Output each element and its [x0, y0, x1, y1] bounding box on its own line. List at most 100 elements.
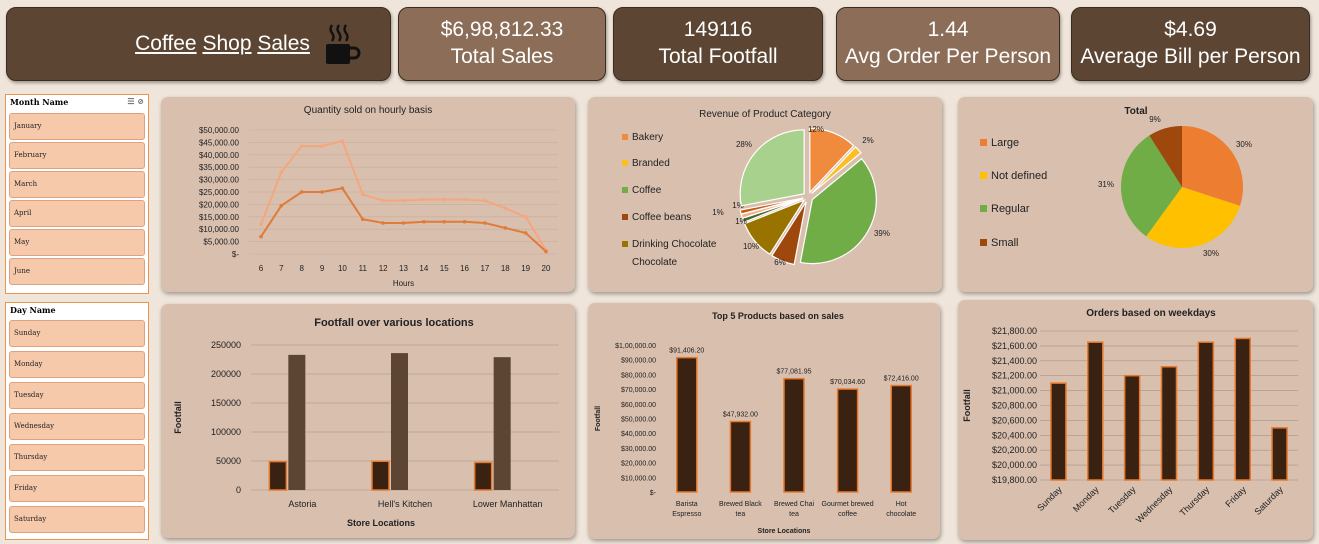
- x-tick-label: coffee: [838, 511, 857, 518]
- bar: [371, 460, 390, 491]
- x-tick-label: 11: [359, 264, 368, 273]
- slicer-item-wednesday[interactable]: Wednesday: [9, 413, 145, 440]
- x-tick-label: Hell's Kitchen: [378, 499, 432, 509]
- bar: [783, 377, 805, 493]
- y-tick-label: $1,00,000.00: [615, 343, 656, 350]
- x-tick-label: 19: [521, 264, 530, 273]
- slicer-item-sunday[interactable]: Sunday: [9, 320, 145, 347]
- bar: [1271, 427, 1288, 481]
- data-label: $91,406.20: [669, 348, 704, 355]
- x-tick-label: 15: [440, 264, 449, 273]
- data-point: [503, 206, 508, 210]
- slicer-title: Month Name: [10, 97, 69, 107]
- title-word-3: Sales: [257, 32, 310, 55]
- data-point: [523, 215, 528, 219]
- x-axis-label: Store Locations: [347, 518, 415, 528]
- pie-slice: [771, 201, 807, 266]
- y-tick-label: $20,800.00: [992, 401, 1037, 411]
- legend-label: Not defined: [991, 170, 1047, 182]
- x-tick-label: 7: [279, 264, 284, 273]
- y-tick-label: $-: [232, 250, 239, 259]
- data-point: [503, 226, 508, 230]
- kpi-avg-order: 1.44 Avg Order Per Person: [836, 7, 1060, 81]
- legend-label: Regular: [991, 203, 1030, 215]
- day-slicer: Day Name Sunday Monday Tuesday Wednesday…: [5, 302, 149, 540]
- slicer-item-january[interactable]: January: [9, 113, 145, 140]
- x-axis-label: Store Locations: [758, 528, 811, 535]
- data-point: [442, 219, 447, 224]
- y-tick-label: $45,000.00: [199, 138, 240, 147]
- slice-label: 10%: [743, 242, 759, 251]
- slice-label: 1%: [732, 201, 744, 210]
- data-point: [483, 221, 487, 225]
- legend-label: Branded: [632, 158, 670, 169]
- slice-label: 31%: [1098, 180, 1114, 189]
- clear-filter-icon[interactable]: ☰ ⊘: [127, 96, 144, 106]
- slicer-item-thursday[interactable]: Thursday: [9, 444, 145, 471]
- chart-title: Total: [1124, 106, 1147, 117]
- data-label: $77,081.95: [776, 369, 811, 376]
- page-title: Coffee Shop Sales: [135, 32, 310, 56]
- slice-label: 2%: [862, 136, 874, 145]
- legend-swatch: [622, 160, 628, 166]
- data-point: [381, 221, 385, 225]
- series-line: [260, 187, 547, 253]
- x-tick-label: 14: [419, 264, 428, 273]
- kpi-total-sales: $6,98,812.33 Total Sales: [398, 7, 606, 81]
- slice-label: 39%: [874, 229, 890, 238]
- slice-label: 9%: [1149, 115, 1161, 124]
- slicer-item-april[interactable]: April: [9, 200, 145, 227]
- slicer-item-friday[interactable]: Friday: [9, 475, 145, 502]
- y-tick-label: $21,200.00: [992, 371, 1037, 381]
- title-word-2: Shop: [202, 32, 252, 55]
- data-point: [360, 217, 365, 222]
- slicer-item-february[interactable]: February: [9, 142, 145, 169]
- series-line: [260, 139, 547, 251]
- legend-label: Large: [991, 137, 1019, 149]
- slicer-item-may[interactable]: May: [9, 229, 145, 256]
- bar: [1087, 341, 1104, 481]
- bar: [473, 461, 493, 491]
- slicer-item-june[interactable]: June: [9, 258, 145, 285]
- y-tick-label: $21,800.00: [992, 326, 1037, 336]
- legend-label: Small: [991, 237, 1019, 249]
- legend-swatch: [980, 172, 987, 179]
- legend-swatch: [622, 134, 628, 140]
- x-tick-label: Brewed Black: [719, 501, 762, 508]
- pie-slice: [1121, 135, 1182, 237]
- data-point: [259, 222, 263, 227]
- data-point: [279, 170, 284, 174]
- y-tick-label: 250000: [211, 340, 241, 350]
- y-tick-label: $40,000.00: [199, 151, 240, 160]
- slicer-item-march[interactable]: March: [9, 171, 145, 198]
- data-label: $47,932.00: [723, 412, 758, 419]
- weekday-bar-chart: Orders based on weekdays $19,800.00 $20,00…: [962, 308, 1298, 525]
- slice-label: 30%: [1236, 140, 1252, 149]
- kpi-label: Average Bill per Person: [1080, 45, 1301, 68]
- data-point: [320, 144, 324, 148]
- y-tick-label: $21,400.00: [992, 356, 1037, 366]
- x-tick-label: Barista: [676, 501, 698, 508]
- y-tick-label: $30,000.00: [199, 176, 240, 185]
- bar: [890, 384, 912, 493]
- size-pie-chart-panel: Total Large Not defined Regular Small 30% 30% 3…: [958, 97, 1313, 292]
- data-point: [422, 219, 426, 224]
- bar: [268, 460, 288, 491]
- y-axis-label: Footfall: [595, 406, 602, 431]
- slicer-item-tuesday[interactable]: Tuesday: [9, 382, 145, 409]
- data-point: [462, 219, 467, 224]
- y-tick-label: 100000: [211, 427, 241, 437]
- y-tick-label: $30,000.00: [621, 446, 656, 453]
- slice-label: 1%: [712, 208, 724, 217]
- slicer-item-saturday[interactable]: Saturday: [9, 506, 145, 533]
- bar: [493, 357, 511, 490]
- slicer-item-monday[interactable]: Monday: [9, 351, 145, 378]
- slice-label: 12%: [808, 125, 824, 134]
- x-tick-label: 17: [480, 264, 489, 273]
- chart-title: Footfall over various locations: [314, 317, 474, 329]
- x-tick-label: 6: [259, 264, 264, 273]
- pie-slice: [739, 197, 804, 215]
- x-tick-label: 20: [542, 264, 551, 273]
- legend-swatch: [622, 214, 628, 220]
- y-tick-label: $5,000.00: [203, 238, 239, 247]
